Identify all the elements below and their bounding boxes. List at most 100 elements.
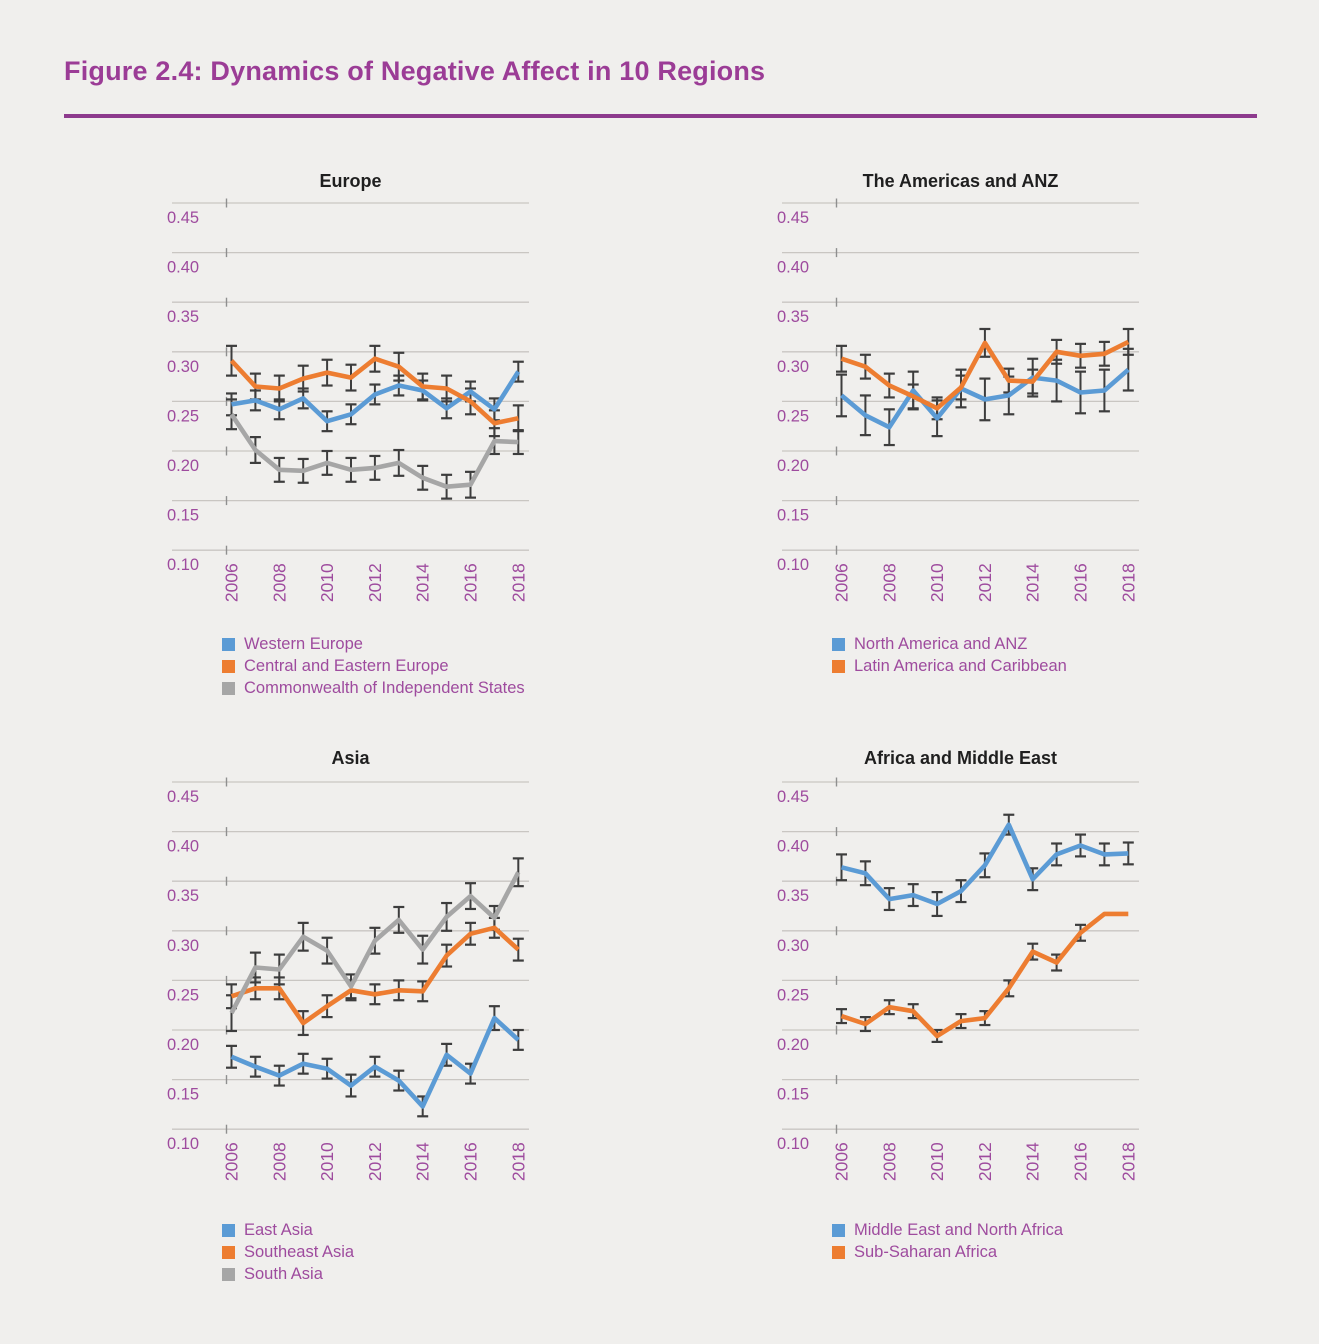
x-tick-label: 2010: [317, 563, 337, 602]
x-tick-label: 2014: [413, 1142, 433, 1181]
plot-area: 0.45 0.40 0.35 0.30 0.25 0.20 0.15 0.10 2006 2008…: [167, 198, 529, 602]
chart-the-americas-and-anz: The Americas and ANZ 0.45 0.40 0.35 0.30 0.25…: [774, 165, 1274, 765]
y-tick-labels: 0.45 0.40 0.35 0.30 0.25 0.20 0.15 0.10: [167, 788, 199, 1153]
x-tick-labels: 2006 2008 2010 2012 2014 2016 2018: [222, 1142, 529, 1181]
legend-label: Latin America and Caribbean: [854, 656, 1067, 675]
y-tick-label: 0.35: [167, 887, 199, 905]
x-tick-label: 2014: [413, 563, 433, 602]
y-tick-label: 0.35: [167, 308, 199, 326]
x-tick-label: 2016: [1071, 563, 1091, 602]
x-tick-labels: 2006 2008 2010 2012 2014 2016 2018: [832, 1142, 1139, 1181]
y-tick-label: 0.25: [777, 407, 809, 425]
series-line-latin-america-and-caribbean: [840, 339, 1130, 411]
legend-swatch-icon: [222, 1223, 235, 1237]
y-gridlines: [782, 777, 1139, 1134]
chart-europe: Europe 0.45 0.40 0.35 0.30 0.25 0.20 0.15 0.10 20…: [164, 165, 664, 765]
x-tick-label: 2016: [461, 563, 481, 602]
y-tick-label: 0.15: [777, 507, 809, 525]
y-tick-label: 0.25: [777, 986, 809, 1004]
y-tick-labels: 0.45 0.40 0.35 0.30 0.25 0.20 0.15 0.10: [777, 209, 809, 574]
legend-label: Sub-Saharan Africa: [854, 1242, 998, 1261]
x-tick-label: 2018: [1118, 563, 1138, 602]
legend-swatch-icon: [222, 659, 235, 673]
y-tick-label: 0.30: [167, 358, 199, 376]
y-tick-label: 0.45: [167, 788, 199, 806]
y-tick-label: 0.10: [167, 1135, 199, 1153]
legend-label: Commonwealth of Independent States: [244, 678, 525, 697]
y-tick-label: 0.30: [777, 937, 809, 955]
error-bars-commonwealth-of-independent-states: [226, 398, 524, 500]
series-line-central-and-eastern-europe: [229, 356, 519, 426]
legend-item-latin-america-and-caribbean: Latin America and Caribbean: [832, 655, 1252, 677]
legend-asia: East Asia Southeast Asia South Asia: [222, 1219, 642, 1285]
x-tick-label: 2018: [508, 563, 528, 602]
series-line-western-europe: [231, 370, 521, 424]
legend-europe: Western Europe Central and Eastern Europe…: [222, 633, 642, 699]
plot-area: 0.45 0.40 0.35 0.30 0.25 0.20 0.15 0.10 2006 2008…: [777, 777, 1139, 1181]
x-tick-label: 2014: [1023, 563, 1043, 602]
legend-item-north-america-and-anz: North America and ANZ: [832, 633, 1252, 655]
x-tick-label: 2006: [832, 1142, 852, 1181]
legend-item-commonwealth-of-independent-states: Commonwealth of Independent States: [222, 677, 642, 699]
y-tick-label: 0.45: [777, 209, 809, 227]
plot-area: 0.45 0.40 0.35 0.30 0.25 0.20 0.15 0.10 2006 2008…: [777, 198, 1139, 602]
y-tick-label: 0.20: [777, 1036, 809, 1054]
legend-label: Western Europe: [244, 634, 363, 653]
x-tick-labels: 2006 2008 2010 2012 2014 2016 2018: [832, 563, 1139, 602]
legend-swatch-icon: [222, 1245, 235, 1259]
chart-title: Africa and Middle East: [863, 748, 1058, 768]
x-tick-label: 2008: [269, 563, 289, 602]
y-tick-label: 0.20: [167, 1036, 199, 1054]
legend-swatch-icon: [222, 681, 235, 695]
legend-label: South Asia: [244, 1264, 323, 1283]
x-tick-label: 2006: [222, 1142, 242, 1181]
y-tick-label: 0.40: [777, 259, 809, 277]
y-tick-label: 0.20: [777, 457, 809, 475]
title-rule: [64, 114, 1257, 118]
series-line-southeast-asia: [230, 925, 520, 1026]
x-tick-label: 2006: [222, 563, 242, 602]
y-tick-label: 0.30: [167, 937, 199, 955]
x-tick-label: 2012: [365, 1142, 385, 1181]
series-line-commonwealth-of-independent-states: [229, 413, 519, 490]
legend-label: Central and Eastern Europe: [244, 656, 449, 675]
legend-swatch-icon: [222, 637, 235, 651]
figure-title: Figure 2.4: Dynamics of Negative Affect …: [64, 56, 766, 86]
legend-label: Middle East and North Africa: [854, 1220, 1064, 1239]
x-tick-label: 2018: [508, 1142, 528, 1181]
x-tick-label: 2010: [317, 1142, 337, 1181]
y-tick-label: 0.15: [167, 1086, 199, 1104]
legend-label: North America and ANZ: [854, 634, 1028, 653]
x-tick-label: 2008: [879, 1142, 899, 1181]
series-line-east-asia: [230, 1015, 520, 1109]
y-tick-label: 0.10: [777, 556, 809, 574]
y-tick-label: 0.45: [777, 788, 809, 806]
x-tick-label: 2012: [975, 563, 995, 602]
y-tick-label: 0.40: [167, 838, 199, 856]
x-tick-label: 2006: [832, 563, 852, 602]
x-tick-label: 2012: [365, 563, 385, 602]
error-bars-east-asia: [226, 1005, 524, 1118]
x-tick-label: 2012: [975, 1142, 995, 1181]
series-line-sub-saharan-africa: [840, 911, 1129, 1039]
legend-swatch-icon: [832, 637, 845, 651]
chart-title: Asia: [331, 748, 370, 768]
y-tick-label: 0.25: [167, 986, 199, 1004]
series-line-south-asia: [229, 871, 521, 1015]
x-tick-label: 2018: [1118, 1142, 1138, 1181]
x-tick-label: 2016: [1071, 1142, 1091, 1181]
y-tick-label: 0.40: [777, 838, 809, 856]
chart-africa-and-middle-east: Africa and Middle East 0.45 0.40 0.35 0.30 0.…: [774, 744, 1274, 1344]
legend-item-east-asia: East Asia: [222, 1219, 642, 1241]
x-tick-label: 2010: [927, 1142, 947, 1181]
legend-swatch-icon: [832, 659, 845, 673]
x-tick-label: 2010: [927, 563, 947, 602]
y-tick-label: 0.45: [167, 209, 199, 227]
y-tick-label: 0.35: [777, 887, 809, 905]
series-line-north-america-and-anz: [840, 367, 1130, 430]
x-tick-label: 2016: [461, 1142, 481, 1181]
chart-title: Europe: [319, 171, 382, 191]
error-bars-sub-saharan-africa: [836, 923, 1086, 1044]
legend-swatch-icon: [832, 1245, 845, 1259]
